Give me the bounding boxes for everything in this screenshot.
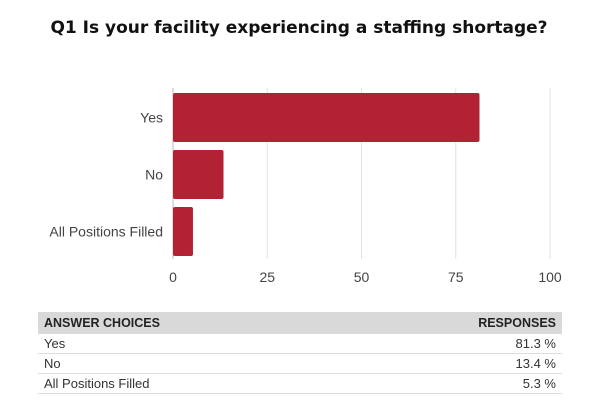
table-row: No 13.4 % <box>38 353 562 374</box>
response-cell: 13.4 % <box>345 353 562 374</box>
table-row: All Positions Filled 5.3 % <box>38 373 562 394</box>
response-cell: 5.3 % <box>345 373 562 394</box>
answer-choice-cell: Yes <box>38 334 346 354</box>
response-cell: 81.3 % <box>345 334 562 354</box>
results-table: ANSWER CHOICES RESPONSES Yes 81.3 % No 1… <box>38 312 562 394</box>
bar-all-positions-filled <box>173 207 193 256</box>
x-tick-label: 25 <box>259 269 275 285</box>
bar-yes <box>173 93 480 142</box>
answer-choice-cell: All Positions Filled <box>38 373 346 394</box>
chart-title: Q1 Is your facility experiencing a staff… <box>50 18 548 38</box>
x-tick-label: 0 <box>169 269 177 285</box>
responses-header: RESPONSES <box>345 312 562 334</box>
answer-choice-cell: No <box>38 353 346 374</box>
table-row: Yes 81.3 % <box>38 334 562 354</box>
x-tick-label: 100 <box>538 269 562 285</box>
bar-no <box>173 150 224 199</box>
category-label: Yes <box>140 110 163 126</box>
x-tick-label: 75 <box>448 269 464 285</box>
answer-choices-header: ANSWER CHOICES <box>38 312 346 334</box>
bar-chart: 0 25 50 75 100 Yes No All Positions Filled <box>49 88 562 285</box>
table-header-row: ANSWER CHOICES RESPONSES <box>38 312 562 334</box>
category-label: All Positions Filled <box>49 224 163 240</box>
x-tick-label: 50 <box>354 269 370 285</box>
category-label: No <box>145 167 163 183</box>
